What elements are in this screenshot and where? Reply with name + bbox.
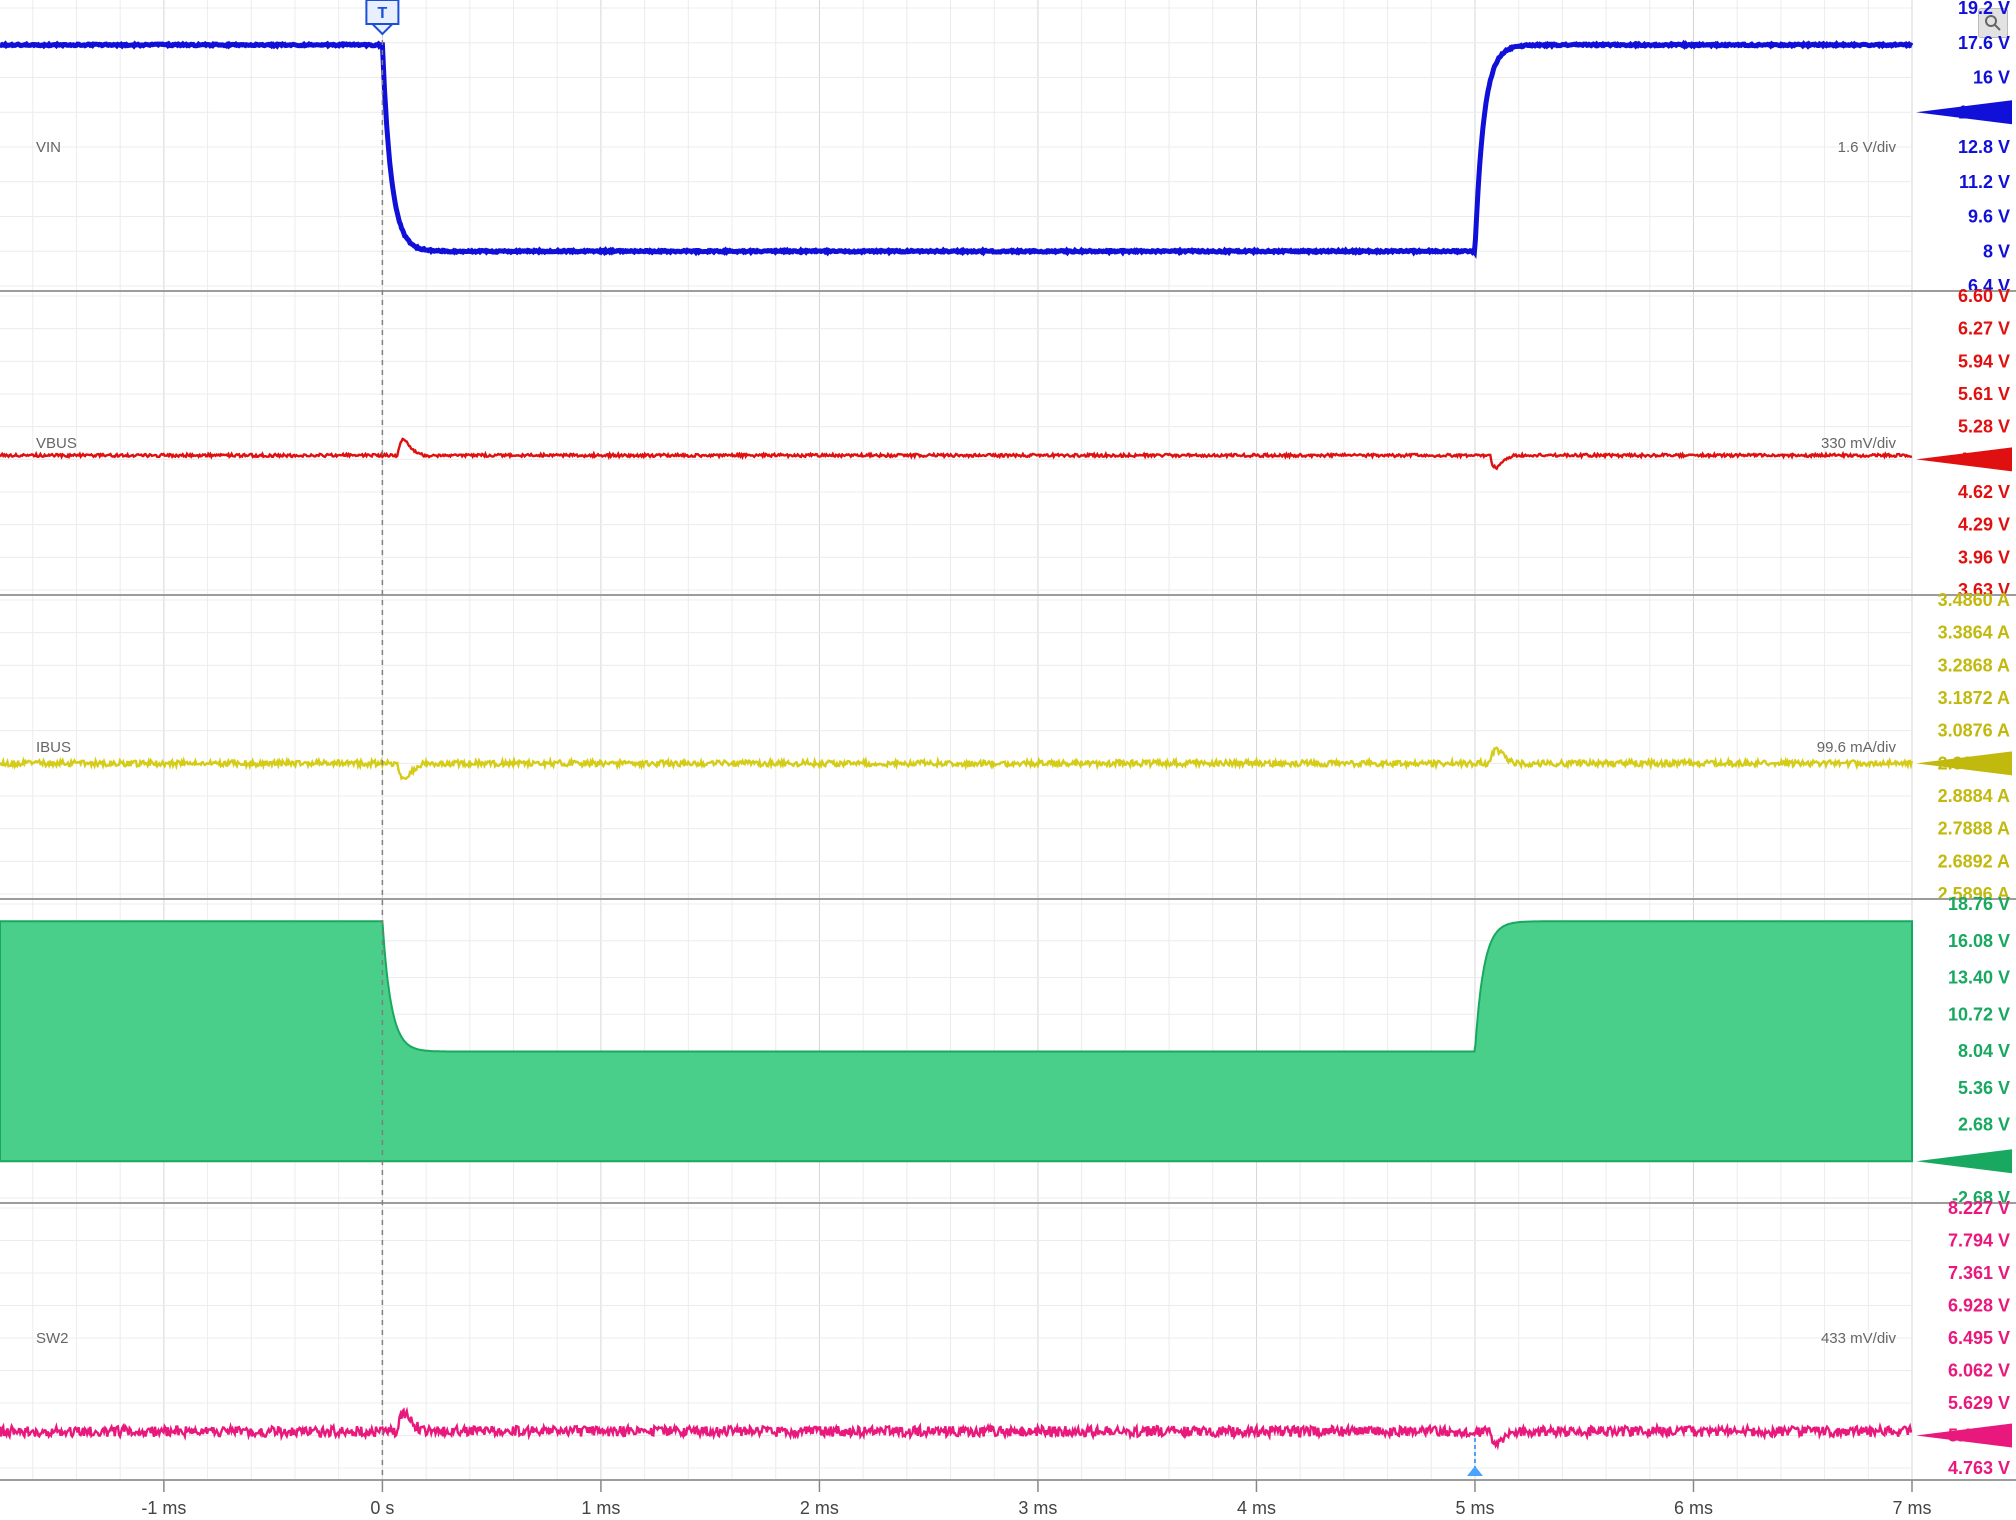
svg-text:T: T [378, 5, 388, 22]
perdiv-label-vbus: 330 mV/div [1821, 435, 1897, 452]
time-grid [33, 0, 1912, 1480]
svg-text:5.94 V: 5.94 V [1958, 351, 2010, 371]
xaxis-label: 1 ms [581, 1498, 620, 1518]
channel-label-vbus: VBUS [36, 435, 77, 452]
svg-text:7.794 V: 7.794 V [1948, 1231, 2010, 1251]
svg-text:2.8884 A: 2.8884 A [1938, 786, 2010, 806]
perdiv-label-ibus: 99.6 mA/div [1817, 739, 1897, 756]
svg-text:19.2 V: 19.2 V [1958, 0, 2010, 18]
ref-arrow-sw1 [1916, 1149, 2012, 1173]
svg-text:3.1872 A: 3.1872 A [1938, 688, 2010, 708]
svg-text:16.08 V: 16.08 V [1948, 931, 2010, 951]
xaxis-label: 5 ms [1455, 1498, 1494, 1518]
svg-text:6.27 V: 6.27 V [1958, 319, 2010, 339]
trace-vin [0, 44, 1912, 252]
xaxis-label: 6 ms [1674, 1498, 1713, 1518]
trace-sw2 [0, 1410, 1912, 1446]
svg-text:6.062 V: 6.062 V [1948, 1361, 2010, 1381]
svg-text:5.629 V: 5.629 V [1948, 1393, 2010, 1413]
svg-text:3.0876 A: 3.0876 A [1938, 721, 2010, 741]
svg-text:8.227 V: 8.227 V [1948, 1198, 2010, 1218]
svg-text:3.96 V: 3.96 V [1958, 547, 2010, 567]
channel-label-vin: VIN [36, 139, 61, 156]
svg-text:4.29 V: 4.29 V [1958, 515, 2010, 535]
trace-sw1 [0, 921, 1912, 1161]
xaxis-label: 4 ms [1237, 1498, 1276, 1518]
svg-text:5.61 V: 5.61 V [1958, 384, 2010, 404]
trigger-marker-icon: T [366, 0, 398, 34]
svg-text:10.72 V: 10.72 V [1948, 1004, 2010, 1024]
xaxis-label: -1 ms [141, 1498, 186, 1518]
channel-label-ibus: IBUS [36, 739, 71, 756]
svg-text:6.928 V: 6.928 V [1948, 1296, 2010, 1316]
scope-plot: VIN1.6 V/div19.2 V17.6 V16 V14.4 V12.8 V… [0, 0, 2016, 1520]
svg-text:9.6 V: 9.6 V [1968, 207, 2010, 227]
svg-text:5.28 V: 5.28 V [1958, 417, 2010, 437]
svg-text:3.4860 A: 3.4860 A [1938, 590, 2010, 610]
svg-text:16 V: 16 V [1973, 68, 2010, 88]
svg-text:4.763 V: 4.763 V [1948, 1458, 2010, 1478]
svg-text:17.6 V: 17.6 V [1958, 33, 2010, 53]
xaxis-label: 0 s [370, 1498, 394, 1518]
svg-text:4.62 V: 4.62 V [1958, 482, 2010, 502]
xaxis-label: 7 ms [1892, 1498, 1931, 1518]
svg-text:8.04 V: 8.04 V [1958, 1041, 2010, 1061]
svg-text:7.361 V: 7.361 V [1948, 1263, 2010, 1283]
oscilloscope-screenshot: VIN1.6 V/div19.2 V17.6 V16 V14.4 V12.8 V… [0, 0, 2016, 1520]
svg-text:6.60 V: 6.60 V [1958, 286, 2010, 306]
svg-text:8 V: 8 V [1983, 241, 2010, 261]
svg-text:2.68 V: 2.68 V [1958, 1115, 2010, 1135]
channel-label-sw2: SW2 [36, 1330, 69, 1347]
perdiv-label-vin: 1.6 V/div [1838, 139, 1897, 156]
trace-ibus [0, 748, 1912, 779]
xaxis-label: 2 ms [800, 1498, 839, 1518]
svg-text:18.76 V: 18.76 V [1948, 894, 2010, 914]
svg-text:12.8 V: 12.8 V [1958, 137, 2010, 157]
svg-text:13.40 V: 13.40 V [1948, 968, 2010, 988]
svg-text:11.2 V: 11.2 V [1959, 172, 2010, 192]
xaxis-label: 3 ms [1018, 1498, 1057, 1518]
svg-text:2.7888 A: 2.7888 A [1938, 819, 2010, 839]
trace-vbus [0, 439, 1912, 469]
svg-text:5.36 V: 5.36 V [1958, 1078, 2010, 1098]
svg-text:6.495 V: 6.495 V [1948, 1328, 2010, 1348]
svg-text:2.6892 A: 2.6892 A [1938, 851, 2010, 871]
svg-text:3.2868 A: 3.2868 A [1938, 655, 2010, 675]
svg-text:3.3864 A: 3.3864 A [1938, 623, 2010, 643]
perdiv-label-sw2: 433 mV/div [1821, 1330, 1897, 1347]
